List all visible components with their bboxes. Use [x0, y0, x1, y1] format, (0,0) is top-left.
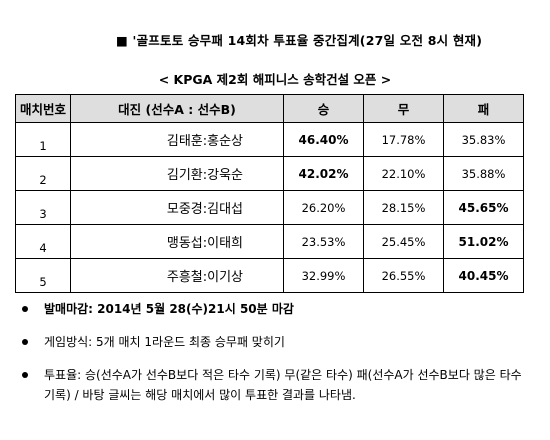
- win-rate: 32.99%: [283, 258, 364, 293]
- table-row: 1 김태훈:홍순상 46.40% 17.78% 35.83%: [15, 122, 524, 157]
- note-vote-rate: 투표율: 승(선수A가 선수B보다 적은 타수 기록) 무(같은 타수) 패(선…: [22, 365, 532, 405]
- lose-rate: 51.02%: [443, 224, 524, 259]
- match-number: 3: [15, 190, 71, 225]
- column-header-win: 승: [283, 94, 364, 123]
- column-header-match-no: 매치번호: [15, 94, 71, 123]
- note-vote-rate-text: 투표율: 승(선수A가 선수B보다 적은 타수 기록) 무(같은 타수) 패(선…: [44, 368, 522, 402]
- column-header-matchup: 대진 (선수A : 선수B): [70, 94, 284, 123]
- subtitle: < KPGA 제2회 해피니스 송학건설 오픈 >: [158, 72, 392, 87]
- win-rate: 26.20%: [283, 190, 364, 225]
- note-deadline-text: 발매마감: 2014년 5월 28(수)21시 50분 마감: [44, 302, 294, 316]
- match-number: 1: [15, 122, 71, 157]
- lose-rate: 40.45%: [443, 258, 524, 293]
- draw-rate: 22.10%: [363, 156, 444, 191]
- matchup: 모중경:김대섭: [70, 190, 284, 225]
- lose-rate: 35.88%: [443, 156, 524, 191]
- draw-rate: 26.55%: [363, 258, 444, 293]
- matchup: 맹동섭:이태희: [70, 224, 284, 259]
- draw-rate: 17.78%: [363, 122, 444, 157]
- win-rate: 23.53%: [283, 224, 364, 259]
- table-row: 2 김기환:강욱순 42.02% 22.10% 35.88%: [15, 156, 524, 191]
- bullet-icon: [22, 372, 28, 378]
- bullet-icon: [22, 339, 28, 345]
- match-number: 2: [15, 156, 71, 191]
- headline: ■ '골프토토 승무패 14회차 투표율 중간집계(27일 오전 8시 현재): [116, 33, 483, 48]
- table-row: 3 모중경:김대섭 26.20% 28.15% 45.65%: [15, 190, 524, 225]
- matchup: 김기환:강욱순: [70, 156, 284, 191]
- win-rate: 42.02%: [283, 156, 364, 191]
- matchup: 주흥철:이기상: [70, 258, 284, 293]
- win-rate: 46.40%: [283, 122, 364, 157]
- note-game-method-text: 게임방식: 5개 매치 1라운드 최종 승무패 맞히기: [44, 335, 285, 349]
- note-deadline: 발매마감: 2014년 5월 28(수)21시 50분 마감: [22, 299, 532, 319]
- matchup: 김태훈:홍순상: [70, 122, 284, 157]
- lose-rate: 35.83%: [443, 122, 524, 157]
- table-row: 4 맹동섭:이태희 23.53% 25.45% 51.02%: [15, 224, 524, 259]
- draw-rate: 25.45%: [363, 224, 444, 259]
- results-table: 매치번호 대진 (선수A : 선수B) 승 무 패 1 김태훈:홍순상 46.4…: [15, 94, 524, 293]
- draw-rate: 28.15%: [363, 190, 444, 225]
- table-row: 5 주흥철:이기상 32.99% 26.55% 40.45%: [15, 258, 524, 293]
- match-number: 4: [15, 224, 71, 259]
- table-header-row: 매치번호 대진 (선수A : 선수B) 승 무 패: [15, 94, 524, 123]
- note-game-method: 게임방식: 5개 매치 1라운드 최종 승무패 맞히기: [22, 332, 532, 352]
- notes-list: 발매마감: 2014년 5월 28(수)21시 50분 마감 게임방식: 5개 …: [22, 299, 532, 405]
- lose-rate: 45.65%: [443, 190, 524, 225]
- bullet-icon: [22, 306, 28, 312]
- column-header-draw: 무: [363, 94, 444, 123]
- column-header-lose: 패: [443, 94, 524, 123]
- match-number: 5: [15, 258, 71, 293]
